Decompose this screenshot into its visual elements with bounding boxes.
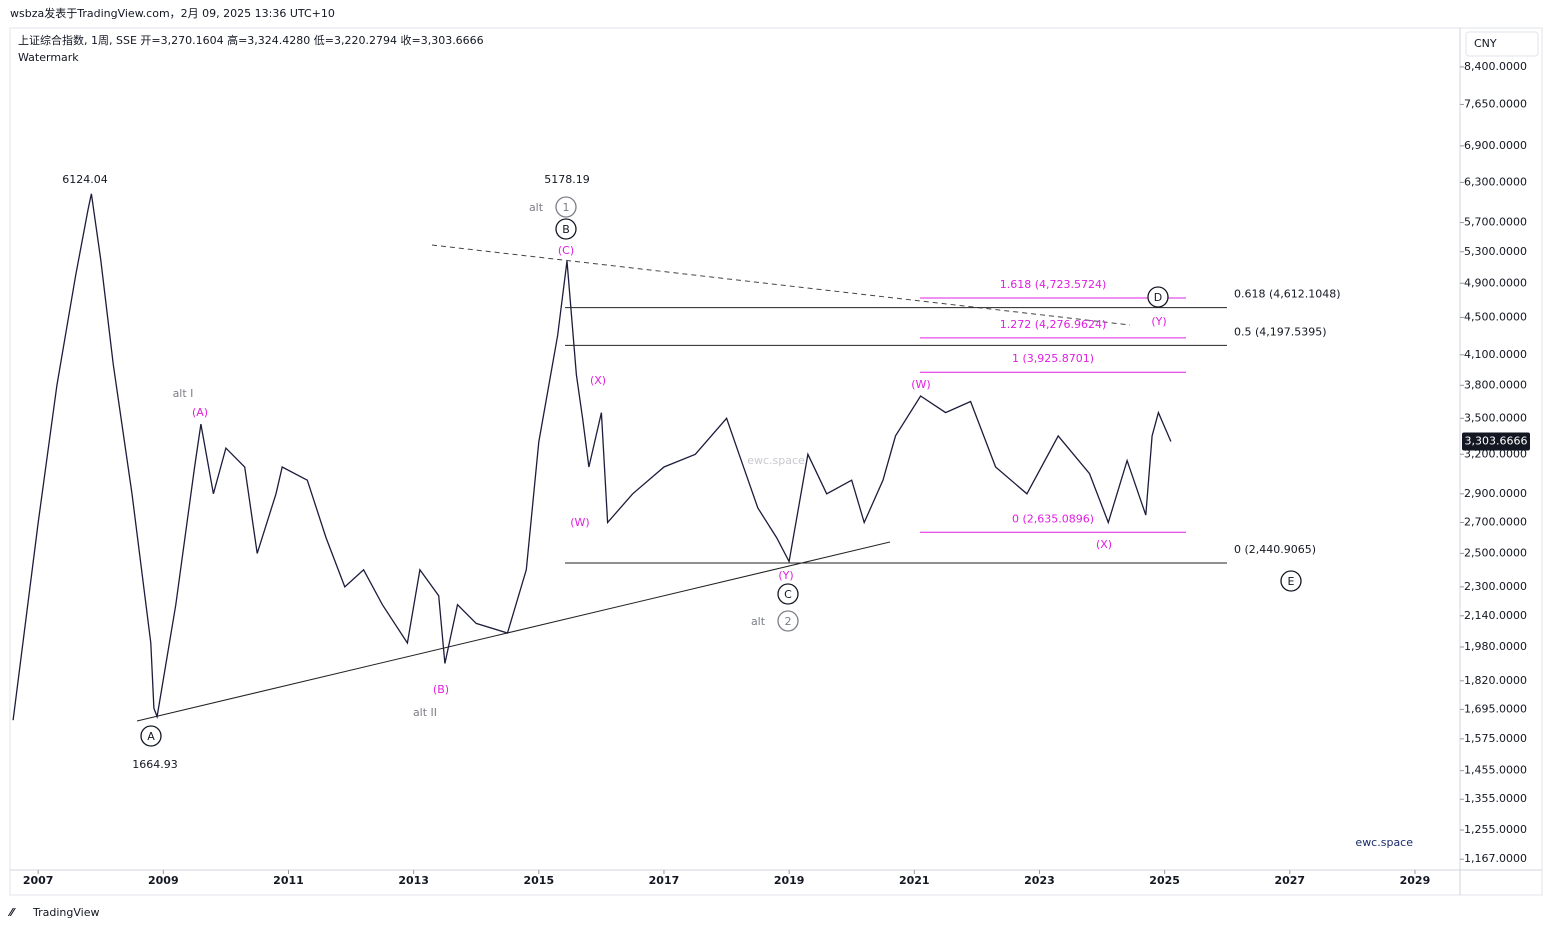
price-line: [12, 193, 1172, 721]
wave-circle: [1147, 286, 1169, 308]
x-tick-label: 2021: [899, 874, 930, 887]
y-tick-label: 8,400.0000: [1464, 60, 1527, 73]
wave-circle: [777, 610, 799, 632]
wave-label: B: [562, 223, 570, 236]
y-tick-label: 2,700.0000: [1464, 515, 1527, 528]
currency-box[interactable]: [1465, 31, 1539, 57]
watermark: ewc.space: [747, 454, 805, 467]
y-tick-label: 1,455.0000: [1464, 764, 1527, 777]
fib-label: 1 (3,925.8701): [1012, 352, 1094, 365]
y-tick-label: 6,900.0000: [1464, 139, 1527, 152]
y-tick-label: 1,575.0000: [1464, 732, 1527, 745]
trendline-dashed: [431, 244, 1131, 326]
brand: TradingView: [32, 906, 99, 919]
chart-title: 上证综合指数, 1周, SSE 开=3,270.1604 高=3,324.428…: [18, 33, 484, 47]
wave-label: alt: [751, 615, 766, 628]
y-tick-label: 2,500.0000: [1464, 546, 1527, 559]
x-tick-label: 2027: [1274, 874, 1305, 887]
y-tick-label: 4,100.0000: [1464, 348, 1527, 361]
x-tick-label: 2025: [1149, 874, 1180, 887]
x-tick-label: 2023: [1024, 874, 1055, 887]
y-tick-label: 2,900.0000: [1464, 487, 1527, 500]
x-tick-label: 2007: [23, 874, 54, 887]
wave-circle: [777, 583, 799, 605]
fib-label: 1.272 (4,276.9624): [1000, 318, 1107, 331]
y-tick-label: 2,300.0000: [1464, 580, 1527, 593]
wave-label: (Y): [778, 569, 793, 582]
wave-label: (X): [1096, 538, 1112, 551]
signature: ewc.space: [1355, 836, 1413, 849]
wave-label: (Y): [1151, 315, 1166, 328]
wave-label: 1664.93: [132, 758, 178, 771]
wave-label: (B): [433, 683, 449, 696]
wave-circle: [555, 196, 577, 218]
wave-label: E: [1288, 575, 1295, 588]
wave-label: (C): [558, 244, 574, 257]
last-price: 3,303.6666: [1465, 434, 1528, 447]
wave-label: 1: [563, 201, 570, 214]
y-tick-label: 5,700.0000: [1464, 216, 1527, 229]
fib-label: 0.5 (4,197.5395): [1234, 325, 1327, 338]
y-tick-label: 4,900.0000: [1464, 276, 1527, 289]
fib-label: 0 (2,440.9065): [1234, 543, 1316, 556]
fib-label: 0.618 (4,612.1048): [1234, 288, 1341, 301]
fib-label: 0 (2,635.0896): [1012, 512, 1094, 525]
x-tick-label: 2017: [649, 874, 680, 887]
wave-label: alt II: [413, 706, 437, 719]
y-tick-label: 5,300.0000: [1464, 245, 1527, 258]
wave-circle: [1280, 570, 1302, 592]
y-tick-label: 1,255.0000: [1464, 823, 1527, 836]
fib-label: 1.618 (4,723.5724): [1000, 278, 1107, 291]
y-tick-label: 3,200.0000: [1464, 447, 1527, 460]
wave-label: 6124.04: [62, 173, 108, 186]
wave-label: (X): [590, 374, 606, 387]
published: wsbza发表于TradingView.com，2月 09, 2025 13:3…: [10, 6, 335, 20]
wave-label: (W): [911, 378, 930, 391]
y-tick-label: 1,820.0000: [1464, 674, 1527, 687]
brand-logo: ⁄⁄: [7, 906, 17, 919]
frame: [9, 27, 1543, 896]
y-tick-label: 1,980.0000: [1464, 640, 1527, 653]
wave-label: alt I: [173, 387, 194, 400]
y-tick-label: 4,500.0000: [1464, 310, 1527, 323]
wave-circle: [140, 725, 162, 747]
y-tick-label: 3,800.0000: [1464, 378, 1527, 391]
wave-label: D: [1154, 291, 1162, 304]
wave-circle: [555, 218, 577, 240]
wave-label: 2: [785, 615, 792, 628]
wave-label: 5178.19: [544, 173, 590, 186]
y-tick-label: 1,695.0000: [1464, 702, 1527, 715]
wave-label: alt: [529, 201, 544, 214]
wave-label: (W): [570, 516, 589, 529]
y-tick-label: 1,355.0000: [1464, 792, 1527, 805]
trendline: [136, 541, 891, 722]
y-tick-label: 7,650.0000: [1464, 97, 1527, 110]
wave-label: A: [147, 730, 155, 743]
wave-label: C: [784, 588, 792, 601]
x-tick-label: 2013: [398, 874, 429, 887]
y-tick-label: 6,300.0000: [1464, 175, 1527, 188]
x-tick-label: 2029: [1400, 874, 1431, 887]
x-tick-label: 2015: [523, 874, 554, 887]
x-tick-label: 2011: [273, 874, 304, 887]
last-price-box: [1462, 432, 1530, 451]
currency[interactable]: CNY: [1474, 37, 1497, 50]
x-tick-label: 2009: [148, 874, 179, 887]
y-tick-label: 3,500.0000: [1464, 411, 1527, 424]
x-tick-label: 2019: [774, 874, 805, 887]
y-tick-label: 2,140.0000: [1464, 609, 1527, 622]
subtitle: Watermark: [18, 51, 79, 64]
y-tick-label: 1,167.0000: [1464, 852, 1527, 865]
wave-label: (A): [192, 406, 208, 419]
